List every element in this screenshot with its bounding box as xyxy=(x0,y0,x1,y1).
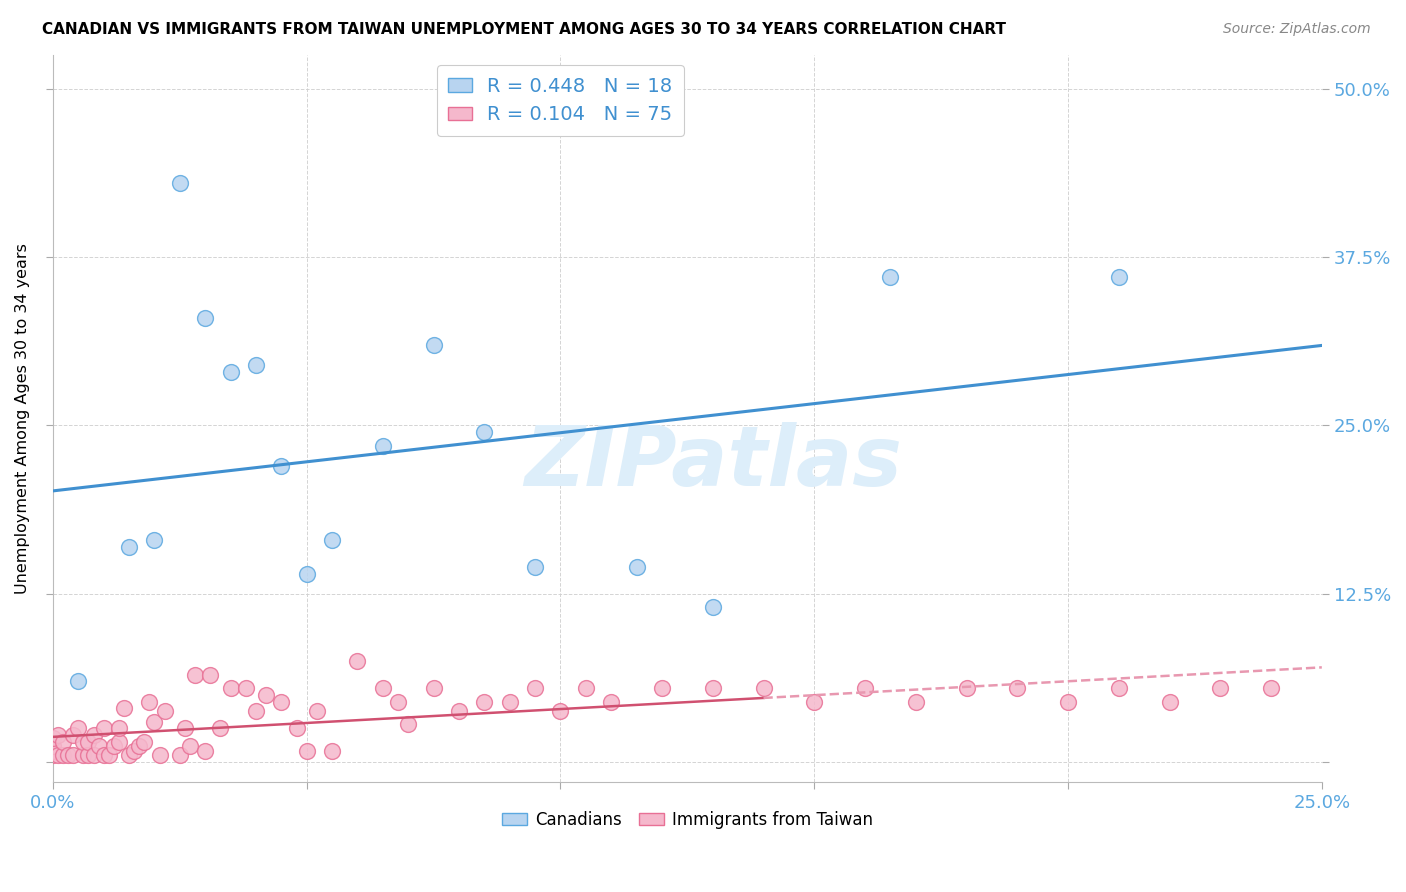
Point xyxy=(83,728,105,742)
Point xyxy=(371,681,394,695)
Point xyxy=(42,731,65,745)
Y-axis label: Unemployment Among Ages 30 to 34 years: Unemployment Among Ages 30 to 34 years xyxy=(15,244,30,594)
Point xyxy=(52,748,75,763)
Point xyxy=(499,694,522,708)
Point xyxy=(87,739,110,753)
Point xyxy=(103,739,125,753)
Point xyxy=(184,667,207,681)
Point xyxy=(72,748,94,763)
Point xyxy=(447,704,470,718)
Point xyxy=(955,681,977,695)
Point xyxy=(122,744,145,758)
Point xyxy=(321,533,343,547)
Point xyxy=(245,704,267,718)
Point xyxy=(235,681,257,695)
Legend: Canadians, Immigrants from Taiwan: Canadians, Immigrants from Taiwan xyxy=(495,805,880,836)
Point xyxy=(67,722,90,736)
Point xyxy=(42,739,65,753)
Point xyxy=(270,694,292,708)
Point xyxy=(472,694,495,708)
Point xyxy=(702,681,724,695)
Point xyxy=(200,667,222,681)
Point xyxy=(194,744,217,758)
Point xyxy=(270,458,292,473)
Point xyxy=(77,735,100,749)
Point xyxy=(472,425,495,440)
Point xyxy=(42,748,65,763)
Point xyxy=(1159,694,1181,708)
Point xyxy=(295,566,318,581)
Point xyxy=(651,681,673,695)
Point xyxy=(1057,694,1080,708)
Point xyxy=(138,694,160,708)
Point xyxy=(550,704,572,718)
Point xyxy=(148,748,170,763)
Point xyxy=(371,439,394,453)
Point xyxy=(1108,270,1130,285)
Point xyxy=(752,681,775,695)
Point xyxy=(108,735,131,749)
Point xyxy=(56,748,79,763)
Point xyxy=(42,744,65,758)
Point xyxy=(118,748,141,763)
Point xyxy=(112,701,135,715)
Point xyxy=(219,681,242,695)
Point xyxy=(209,722,232,736)
Point xyxy=(97,748,120,763)
Point xyxy=(108,722,131,736)
Point xyxy=(52,735,75,749)
Point xyxy=(46,748,69,763)
Point xyxy=(143,714,166,729)
Point xyxy=(524,560,547,574)
Point xyxy=(77,748,100,763)
Point xyxy=(254,688,277,702)
Point xyxy=(285,722,308,736)
Point xyxy=(422,681,444,695)
Point xyxy=(305,704,328,718)
Point xyxy=(169,748,191,763)
Text: Source: ZipAtlas.com: Source: ZipAtlas.com xyxy=(1223,22,1371,37)
Point xyxy=(1260,681,1282,695)
Text: ZIPatlas: ZIPatlas xyxy=(524,422,901,503)
Point xyxy=(219,365,242,379)
Point xyxy=(1007,681,1029,695)
Point xyxy=(169,176,191,190)
Point xyxy=(524,681,547,695)
Point xyxy=(72,735,94,749)
Point xyxy=(83,748,105,763)
Point xyxy=(143,533,166,547)
Point xyxy=(803,694,825,708)
Point xyxy=(904,694,927,708)
Point xyxy=(67,674,90,689)
Point xyxy=(626,560,648,574)
Point xyxy=(1108,681,1130,695)
Point xyxy=(1209,681,1232,695)
Text: CANADIAN VS IMMIGRANTS FROM TAIWAN UNEMPLOYMENT AMONG AGES 30 TO 34 YEARS CORREL: CANADIAN VS IMMIGRANTS FROM TAIWAN UNEMP… xyxy=(42,22,1007,37)
Point xyxy=(702,600,724,615)
Point xyxy=(295,744,318,758)
Point xyxy=(396,717,419,731)
Point xyxy=(179,739,201,753)
Point xyxy=(153,704,176,718)
Point xyxy=(387,694,409,708)
Point xyxy=(134,735,156,749)
Point xyxy=(575,681,598,695)
Point xyxy=(93,748,115,763)
Point xyxy=(321,744,343,758)
Point xyxy=(173,722,195,736)
Point xyxy=(93,722,115,736)
Point xyxy=(245,358,267,372)
Point xyxy=(346,654,368,668)
Point xyxy=(853,681,876,695)
Point xyxy=(600,694,623,708)
Point xyxy=(879,270,901,285)
Point xyxy=(118,540,141,554)
Point xyxy=(422,337,444,351)
Point xyxy=(62,748,84,763)
Point xyxy=(194,310,217,325)
Point xyxy=(46,728,69,742)
Point xyxy=(128,739,150,753)
Point xyxy=(62,728,84,742)
